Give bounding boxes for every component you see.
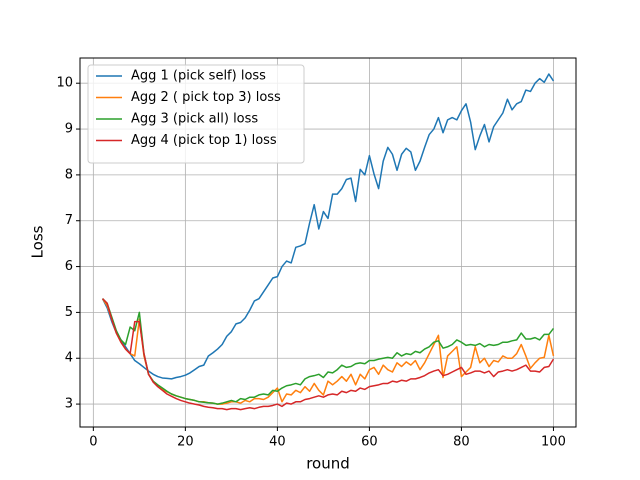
- legend-label: Agg 4 (pick top 1) loss: [131, 133, 277, 148]
- legend-label: Agg 3 (pick all) loss: [131, 112, 258, 127]
- x-tick-label: 80: [453, 435, 470, 450]
- series-line: [101, 73, 555, 380]
- legend-label: Agg 2 ( pick top 3) loss: [131, 90, 281, 105]
- legend-box: [87, 64, 305, 164]
- ticks: 0 20 40 60 80 100 3 4 5 6 7 8 9 10: [56, 76, 565, 450]
- x-tick-label: 60: [361, 435, 378, 450]
- y-tick-label: 10: [56, 76, 73, 91]
- x-tick-label: 40: [269, 435, 286, 450]
- y-tick-label: 3: [65, 397, 73, 412]
- y-axis-label: Loss: [29, 225, 47, 258]
- x-tick-label: 0: [89, 435, 97, 450]
- y-tick-label: 4: [65, 351, 73, 366]
- x-axis-label: round: [306, 455, 350, 473]
- x-tick-label: 20: [177, 435, 194, 450]
- y-tick-label: 8: [65, 167, 73, 182]
- y-tick-label: 6: [65, 259, 73, 274]
- series-line: [102, 298, 555, 405]
- series-line: [102, 298, 555, 411]
- y-tick-label: 5: [65, 305, 73, 320]
- y-tick-label: 9: [65, 122, 73, 137]
- plot-frame: [79, 57, 577, 428]
- y-tick-label: 7: [65, 213, 73, 228]
- x-tick-label: 100: [541, 435, 566, 450]
- lines: [101, 73, 555, 411]
- legend: Agg 1 (pick self) loss Agg 2 ( pick top 3…: [87, 64, 305, 164]
- legend-label: Agg 1 (pick self) loss: [131, 69, 266, 84]
